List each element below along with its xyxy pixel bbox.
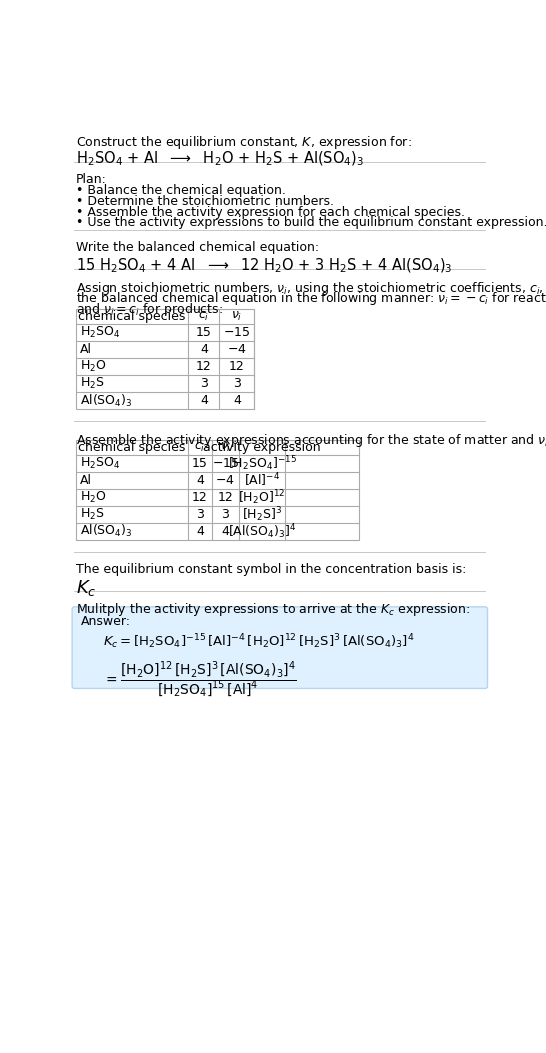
Text: $\mathrm{Al(SO_4)_3}$: $\mathrm{Al(SO_4)_3}$ [80,393,133,409]
Text: $[\mathrm{Al}]^{-4}$: $[\mathrm{Al}]^{-4}$ [244,472,280,490]
Text: • Use the activity expressions to build the equilibrium constant expression.: • Use the activity expressions to build … [76,217,546,230]
Text: 3: 3 [233,377,241,390]
Text: $\mathrm{H_2S}$: $\mathrm{H_2S}$ [80,376,105,391]
Text: $\nu_i$: $\nu_i$ [231,310,242,323]
Text: $[\mathrm{H_2O}]^{12}$: $[\mathrm{H_2O}]^{12}$ [239,489,286,506]
Text: • Determine the stoichiometric numbers.: • Determine the stoichiometric numbers. [76,195,334,207]
Text: $= \dfrac{[\mathrm{H_2O}]^{12}\,[\mathrm{H_2S}]^{3}\,[\mathrm{Al(SO_4)_3}]^{4}}{: $= \dfrac{[\mathrm{H_2O}]^{12}\,[\mathrm… [103,659,297,699]
Text: Write the balanced chemical equation:: Write the balanced chemical equation: [76,241,319,254]
Text: chemical species: chemical species [79,310,186,323]
Text: Al: Al [80,474,92,488]
Text: $-15$: $-15$ [223,326,251,339]
Text: $K_c = [\mathrm{H_2SO_4}]^{-15}\,[\mathrm{Al}]^{-4}\,[\mathrm{H_2O}]^{12}\,[\mat: $K_c = [\mathrm{H_2SO_4}]^{-15}\,[\mathr… [103,632,414,651]
Text: $\nu_i$: $\nu_i$ [219,441,231,454]
Text: 4: 4 [196,524,204,538]
Text: 12: 12 [217,491,233,504]
Text: Mulitply the activity expressions to arrive at the $K_c$ expression:: Mulitply the activity expressions to arr… [76,601,470,618]
Text: 12: 12 [192,491,208,504]
Text: and $\nu_i = c_i$ for products:: and $\nu_i = c_i$ for products: [76,301,223,318]
Text: Al: Al [80,343,92,356]
Text: $-4$: $-4$ [227,343,247,356]
Text: 3: 3 [221,508,229,521]
Text: 4: 4 [196,474,204,488]
Text: • Assemble the activity expression for each chemical species.: • Assemble the activity expression for e… [76,205,465,219]
FancyBboxPatch shape [72,607,488,689]
Text: $\mathrm{H_2S}$: $\mathrm{H_2S}$ [80,506,105,522]
Text: $\mathrm{H_2SO_4}$: $\mathrm{H_2SO_4}$ [80,456,120,471]
Text: 15 $\mathrm{H_2SO_4}$ + 4 Al  $\longrightarrow$  12 $\mathrm{H_2O}$ + 3 $\mathrm: 15 $\mathrm{H_2SO_4}$ + 4 Al $\longright… [76,257,453,275]
Text: 4: 4 [200,343,208,356]
Text: 15: 15 [196,326,212,339]
Text: the balanced chemical equation in the following manner: $\nu_i = -c_i$ for react: the balanced chemical equation in the fo… [76,291,546,307]
Text: Answer:: Answer: [81,615,130,629]
Text: 4: 4 [221,524,229,538]
Text: 3: 3 [196,508,204,521]
Text: chemical species: chemical species [79,441,186,454]
Text: 15: 15 [192,457,208,470]
Text: Assemble the activity expressions accounting for the state of matter and $\nu_i$: Assemble the activity expressions accoun… [76,432,546,449]
Bar [76,440,359,540]
Text: Assign stoichiometric numbers, $\nu_i$, using the stoichiometric coefficients, $: Assign stoichiometric numbers, $\nu_i$, … [76,280,546,297]
Text: 3: 3 [200,377,208,390]
Text: $[\mathrm{H_2S}]^{3}$: $[\mathrm{H_2S}]^{3}$ [242,505,282,523]
Text: $-15$: $-15$ [211,457,239,470]
Text: 12: 12 [196,360,212,373]
Text: activity expression: activity expression [203,441,321,454]
Text: $\mathrm{H_2O}$: $\mathrm{H_2O}$ [80,359,106,374]
Text: Construct the equilibrium constant, $K$, expression for:: Construct the equilibrium constant, $K$,… [76,134,412,151]
Text: $[\mathrm{Al(SO_4)_3}]^{4}$: $[\mathrm{Al(SO_4)_3}]^{4}$ [228,522,296,541]
Text: $c_i$: $c_i$ [194,441,206,454]
Text: • Balance the chemical equation.: • Balance the chemical equation. [76,184,286,197]
Bar [76,309,254,409]
Text: $\mathrm{H_2SO_4}$: $\mathrm{H_2SO_4}$ [80,325,120,340]
Text: $[\mathrm{H_2SO_4}]^{-15}$: $[\mathrm{H_2SO_4}]^{-15}$ [228,454,296,473]
Text: $-4$: $-4$ [215,474,235,488]
Text: $K_c$: $K_c$ [76,578,97,598]
Text: 4: 4 [200,394,208,406]
Text: $c_i$: $c_i$ [198,310,210,323]
Text: 12: 12 [229,360,245,373]
Text: 4: 4 [233,394,241,406]
Text: $\mathrm{H_2O}$: $\mathrm{H_2O}$ [80,490,106,505]
Text: The equilibrium constant symbol in the concentration basis is:: The equilibrium constant symbol in the c… [76,563,466,576]
Text: $\mathrm{H_2SO_4}$ + Al  $\longrightarrow$  $\mathrm{H_2O}$ + $\mathrm{H_2S}$ + : $\mathrm{H_2SO_4}$ + Al $\longrightarrow… [76,150,364,167]
Text: Plan:: Plan: [76,173,107,185]
Text: $\mathrm{Al(SO_4)_3}$: $\mathrm{Al(SO_4)_3}$ [80,523,133,539]
